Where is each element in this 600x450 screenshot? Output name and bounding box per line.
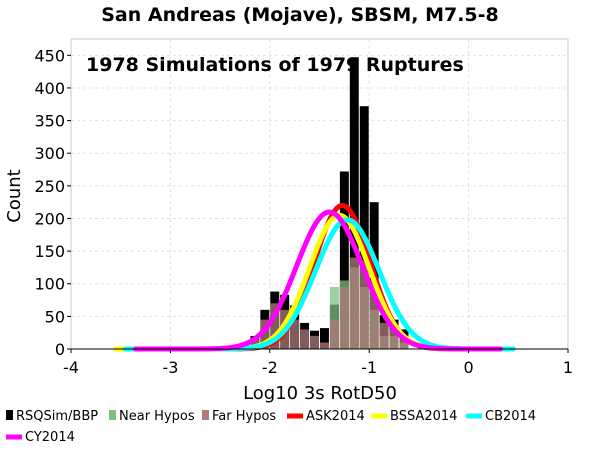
x-tick-label-1: -3	[162, 358, 178, 377]
bar-far-hypos-12	[359, 260, 369, 349]
y-tick-label-1: 50	[45, 307, 65, 326]
x-tick-label-4: 0	[464, 358, 474, 377]
bar-near-hypos-9	[329, 287, 339, 349]
legend-swatch-far-hypos	[202, 410, 209, 420]
legend-swatch-near-hypos	[109, 410, 116, 420]
bar-far-hypos-9	[329, 319, 339, 349]
y-tick-label-0: 0	[55, 340, 65, 359]
bar-rsqsim-bbp-8	[320, 328, 329, 349]
legend: RSQSim/BBP Near Hypos Far Hypos ASK2014 BSSA…	[6, 409, 536, 445]
legend-label-bssa2014: BSSA2014	[390, 409, 457, 424]
legend-label-rsqsim-bbp: RSQSim/BBP	[16, 409, 98, 424]
legend-label-near-hypos: Near Hypos	[119, 409, 195, 424]
bar-far-hypos-13	[369, 283, 379, 349]
legend-label-far-hypos: Far Hypos	[212, 409, 276, 424]
y-tick-label-4: 200	[34, 209, 65, 228]
x-tick-label-3: -1	[361, 358, 377, 377]
bar-far-hypos-16	[399, 335, 409, 349]
bar-far-hypos-3	[270, 303, 280, 349]
bar-far-hypos-8	[320, 342, 329, 349]
x-axis-label: Log10 3s RotD50	[243, 383, 397, 404]
bar-far-hypos-7	[310, 335, 319, 349]
y-tick-label-5: 250	[34, 177, 65, 196]
x-tick-label-0: -4	[63, 358, 79, 377]
y-tick-label-8: 400	[34, 79, 65, 98]
legend-label-ask2014: ASK2014	[306, 409, 365, 424]
bar-far-hypos-15	[389, 329, 399, 349]
bar-far-hypos-11	[349, 257, 359, 349]
bar-far-hypos-2	[260, 319, 270, 349]
y-tick-label-6: 300	[34, 144, 65, 163]
x-tick-label-5: 1	[563, 358, 573, 377]
bar-rsqsim-bbp-11	[349, 57, 359, 350]
bar-far-hypos-6	[300, 329, 310, 349]
bar-rsqsim-bbp-12	[359, 106, 369, 349]
legend-label-cb2014: CB2014	[485, 409, 536, 424]
y-tick-label-2: 100	[34, 275, 65, 294]
y-tick-labels: 0 50 100 150 200 250 300 350 400 450	[34, 46, 71, 359]
chart-title: San Andreas (Mojave), SBSM, M7.5-8	[101, 4, 499, 26]
y-axis-label: Count	[4, 169, 25, 222]
y-tick-label-3: 150	[34, 242, 65, 261]
legend-swatch-rsqsim-bbp	[6, 410, 13, 420]
x-tick-labels: -4 -3 -2 -1 0 1	[63, 349, 573, 377]
x-tick-label-2: -2	[262, 358, 278, 377]
legend-label-cy2014: CY2014	[25, 430, 75, 445]
y-tick-label-9: 450	[34, 46, 65, 65]
grid	[71, 39, 568, 349]
chart-annotation: 1978 Simulations of 1979 Ruptures	[86, 54, 464, 76]
bar-far-hypos-5	[290, 319, 300, 349]
bar-far-hypos-14	[379, 322, 389, 349]
y-tick-label-7: 350	[34, 112, 65, 131]
plot-area	[70, 38, 569, 350]
bar-far-hypos-10	[339, 287, 349, 349]
bar-rsqsim-bbp-10	[339, 171, 349, 349]
